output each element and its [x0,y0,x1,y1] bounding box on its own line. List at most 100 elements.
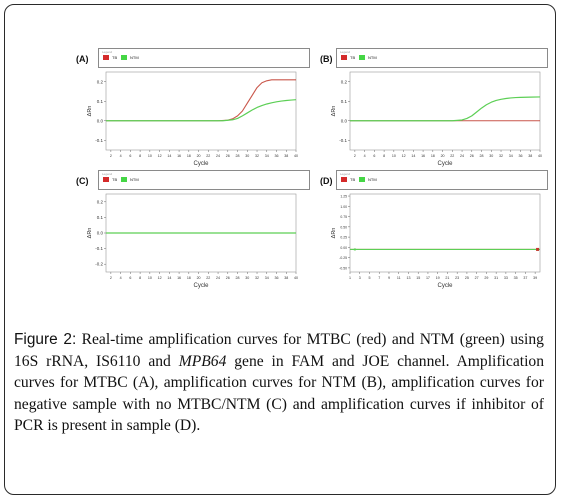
legend-box: Legend TB NTM [98,48,310,68]
legend-swatch-tb [103,177,109,182]
x-tick-label: 11 [397,276,401,280]
x-tick-label: 10 [148,154,152,158]
panel-label: (D) [320,176,333,186]
plot-area: 0.20.10.0-0.12 4 6 8 10 12 14 16 18 20 22 24 26 28 30 3… [87,71,298,167]
x-tick-label: 33 [504,276,508,280]
legend-header: Legend [102,50,113,54]
y-tick-label: 0.25 [340,236,347,240]
legend-header: Legend [340,172,351,176]
legend-swatch-tb [341,177,347,182]
y-tick-label: 0.2 [97,199,104,204]
figure-caption: Figure 2: Real-time amplification curves… [14,329,544,437]
legend-swatch-tb [341,55,347,60]
x-tick-label: 9 [388,276,390,280]
x-tick-label: 20 [197,154,201,158]
x-tick-label: 6 [129,154,131,158]
x-tick-label: 34 [265,154,269,158]
x-tick-label: 38 [528,154,532,158]
legend-header: Legend [102,172,113,176]
x-axis-label: Cycle [437,161,453,167]
x-tick-label: 6 [373,154,375,158]
x-tick-label: 18 [187,154,191,158]
x-tick-label: 32 [255,154,259,158]
x-tick-label: 23 [455,276,459,280]
y-tick-label: 0.0 [97,231,104,236]
x-tick-label: 2 [110,154,112,158]
x-tick-label: 26 [226,154,230,158]
panel-label: (A) [76,54,89,64]
x-tick-label: 1 [349,276,351,280]
x-tick-label: 35 [514,276,518,280]
x-tick-label: 14 [167,154,171,158]
x-tick-label: 30 [245,154,249,158]
y-tick-label: -0.1 [95,138,103,143]
amplification-plot: 0.20.10.0-0.12 4 6 8 10 12 14 16 18 20 22 24 26 28 30 3… [87,71,298,167]
series-line-tb [106,79,296,122]
amplification-plot: 0.20.10.0-0.1-0.22 4 6 8 10 12 14 16 18 20 22 24 26 2… [87,193,298,289]
axes-frame [105,71,297,151]
amplification-plot: 1.251.000.750.500.250.00-0.25-0.501 3 5 7 9 1… [331,193,541,289]
x-tick-label: 8 [383,154,385,158]
x-axis-label: Cycle [193,283,209,289]
panel-label: (C) [76,176,89,186]
x-tick-label: 8 [139,154,141,158]
x-tick-label: 30 [489,154,493,158]
panel-d: (D) Legend TB NTM 1.25 1.00 0.75 0.50 0.25 0.… [320,170,548,296]
y-tick-label: 0.2 [97,79,104,84]
x-tick-label: 16 [177,154,181,158]
y-tick-label: 1.00 [340,205,347,209]
legend-box: Legend TB NTM [336,170,548,190]
x-tick-label: 24 [460,154,464,158]
legend-item-tb: TB [103,177,117,182]
caption-gene-name: MPB64 [178,352,227,370]
x-tick-label: 28 [236,154,240,158]
plot-area: 0.20.10.0-0.12 4 6 8 10 12 14 16 18 20 22 24 26 28 30 3… [331,71,542,167]
x-tick-label: 15 [416,276,420,280]
x-tick-label: 10 [392,154,396,158]
x-tick-label: 37 [523,276,527,280]
y-tick-label: 0.1 [341,99,348,104]
x-tick-label: 5 [368,276,370,280]
legend-swatch-ntm [359,55,365,60]
x-tick-label: 24 [216,154,220,158]
x-tick-label: 16 [421,154,425,158]
legend-swatch-ntm [359,177,365,182]
x-tick-label: 4 [364,154,366,158]
x-tick-label: 26 [226,276,230,280]
x-tick-label: 22 [206,154,210,158]
legend-item-tb: TB [341,177,355,182]
ntm-marker [353,248,356,251]
panel-a: (A) Legend TB NTM 0.2 0.1 0.0 -0.1 2 4 6 8 10 12 1… [76,48,310,174]
x-tick-label: 21 [445,276,449,280]
y-tick-label: 0.00 [340,246,347,250]
x-tick-label: 27 [475,276,479,280]
y-tick-label: -0.1 [95,246,103,251]
y-axis-label: ΔRn [331,106,337,117]
axes-frame [349,193,541,273]
x-tick-label: 40 [294,276,298,280]
x-tick-label: 32 [499,154,503,158]
legend-swatch-ntm [121,177,127,182]
x-tick-label: 7 [378,276,380,280]
x-tick-label: 14 [167,276,171,280]
x-tick-label: 28 [236,276,240,280]
legend-box: Legend TB NTM [98,170,310,190]
legend-item-ntm: NTM [359,177,377,182]
x-tick-label: 20 [197,276,201,280]
x-tick-label: 14 [411,154,415,158]
x-tick-label: 2 [354,154,356,158]
y-tick-label: -0.50 [339,266,347,270]
caption-text-before-gene: Real-time amplification curves for MTBC … [14,331,544,370]
x-tick-label: 12 [158,276,162,280]
y-tick-label: 1.25 [340,195,347,199]
x-tick-label: 19 [436,276,440,280]
legend-item-ntm: NTM [121,55,139,60]
x-tick-label: 26 [470,154,474,158]
series-line-ntm [106,99,297,122]
x-tick-label: 32 [255,276,259,280]
y-tick-label: 0.1 [97,215,104,220]
panel-c: (C) Legend TB NTM 0.2 0.1 0.0 -0.1 -0.2 2 4 6 8 1… [76,170,310,296]
series-line-ntm [350,96,541,122]
plot-area: 0.20.10.0-0.1-0.22 4 6 8 10 12 14 16 18 20 22 24 26 2… [87,193,298,289]
plot-area: 1.251.000.750.500.250.00-0.25-0.501 3 5 7 9 1… [331,193,541,289]
